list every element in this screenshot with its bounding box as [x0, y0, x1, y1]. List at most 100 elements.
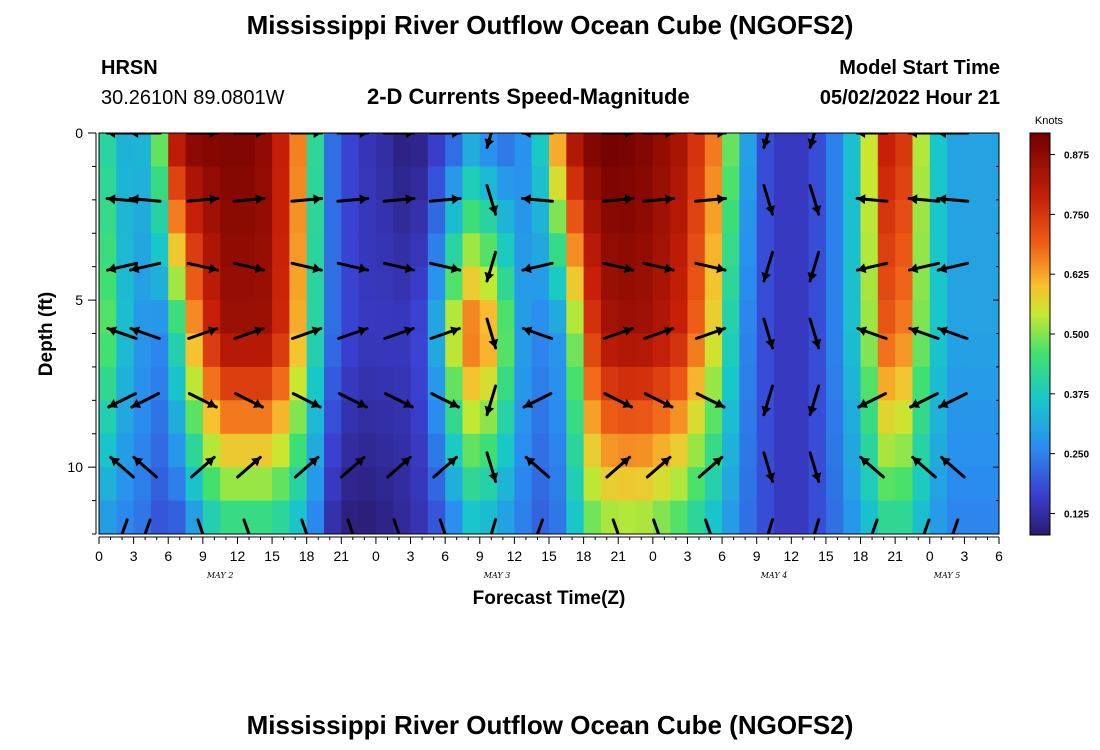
- current-arrow: [605, 455, 632, 479]
- heatmap-cell: [289, 433, 308, 468]
- heatmap-cell: [895, 233, 914, 268]
- current-arrow-head: [937, 133, 946, 138]
- heatmap-cell: [756, 467, 775, 502]
- heatmap-cell: [254, 500, 273, 534]
- current-arrow: [695, 392, 726, 409]
- current-arrow-head: [714, 399, 724, 408]
- heatmap-cell: [774, 400, 792, 435]
- heatmap-cell: [791, 400, 810, 435]
- current-arrow-head: [403, 399, 413, 408]
- heatmap-cell: [531, 366, 550, 401]
- heatmap-cell: [133, 133, 152, 167]
- heatmap-cell: [116, 400, 135, 435]
- heatmap-cell: [549, 500, 567, 534]
- heatmap-cell: [272, 133, 290, 167]
- heatmap-cell: [912, 199, 931, 234]
- x-tick-label: 0: [649, 548, 657, 564]
- current-arrow-head: [115, 539, 125, 548]
- x-tick-label: 12: [507, 548, 523, 564]
- current-arrow-head: [946, 539, 955, 548]
- current-arrow-head: [811, 472, 822, 482]
- heatmap-cell: [358, 300, 377, 335]
- heatmap-cell: [445, 333, 464, 368]
- heatmap-cell: [133, 300, 152, 335]
- heatmap-cell: [237, 467, 256, 502]
- heatmap-cell: [687, 133, 706, 167]
- heatmap-cell: [964, 233, 983, 268]
- heatmap-cell: [497, 233, 515, 268]
- heatmap-cell: [514, 266, 533, 301]
- heatmap-cell: [652, 166, 671, 201]
- heatmap-cell: [306, 366, 325, 401]
- heatmap-cell: [427, 166, 446, 201]
- current-arrow: [762, 317, 775, 350]
- heatmap-cell: [289, 300, 308, 335]
- heatmap-cell: [566, 300, 585, 335]
- heatmap-cell: [600, 166, 619, 201]
- heatmap-cell: [981, 266, 999, 301]
- x-tick-label: 15: [818, 548, 834, 564]
- current-arrow-shaft: [922, 518, 931, 534]
- current-arrow: [233, 326, 265, 340]
- current-arrow-head: [251, 457, 261, 467]
- heatmap-cell: [583, 467, 602, 502]
- current-arrow-head: [761, 138, 771, 148]
- heatmap-cell: [116, 266, 135, 301]
- colorbar-tick-label: 0.375: [1064, 390, 1089, 401]
- current-arrow-head: [530, 539, 539, 548]
- current-arrow: [807, 250, 821, 283]
- heatmap-cell: [618, 333, 637, 368]
- heatmap-cell: [393, 233, 412, 268]
- heatmap-cell: [722, 166, 740, 201]
- current-arrow: [909, 392, 939, 409]
- current-arrow-head: [107, 194, 116, 205]
- heatmap-cell: [808, 300, 827, 335]
- heatmap-cell: [722, 433, 740, 468]
- heatmap-cell: [843, 500, 862, 534]
- heatmap-cell: [566, 500, 585, 534]
- heatmap-cell: [618, 366, 637, 401]
- heatmap-cell: [497, 433, 515, 468]
- heatmap-cell: [133, 400, 152, 435]
- current-arrow-head: [937, 194, 947, 205]
- heatmap-cell: [843, 366, 862, 401]
- current-arrow-head: [485, 539, 495, 548]
- heatmap-cell: [375, 400, 394, 435]
- x-tick-label: 21: [887, 548, 903, 564]
- heatmap-cell: [566, 133, 585, 167]
- heatmap-cell: [566, 266, 585, 301]
- heatmap-cell: [722, 233, 740, 268]
- current-arrow-head: [910, 399, 920, 408]
- current-arrow: [937, 392, 968, 409]
- current-arrow: [859, 455, 885, 479]
- heatmap-cell: [549, 233, 567, 268]
- heatmap-cell: [358, 400, 377, 435]
- current-arrow-head: [110, 457, 121, 467]
- heatmap-cell: [877, 500, 896, 534]
- current-arrow-head: [939, 399, 949, 408]
- current-arrow-shaft: [346, 518, 355, 534]
- current-arrow: [392, 518, 401, 534]
- heatmap-cell: [410, 300, 429, 335]
- heatmap-cell: [635, 433, 654, 468]
- heatmap-cell: [220, 400, 239, 435]
- current-arrow-head: [206, 399, 217, 408]
- heatmap-cell: [583, 133, 602, 167]
- heatmap-cell: [722, 266, 740, 301]
- current-arrow: [922, 518, 931, 534]
- heatmap-cell: [825, 433, 844, 468]
- colorbar-tick-label: 0.625: [1064, 270, 1089, 281]
- current-arrow: [907, 133, 941, 138]
- current-arrow-head: [761, 405, 771, 415]
- speed-heatmap: [99, 133, 999, 534]
- heatmap-cell: [358, 166, 377, 201]
- current-arrow: [382, 133, 416, 138]
- heatmap-cell: [116, 233, 135, 268]
- heatmap-cell: [514, 400, 533, 435]
- heatmap-cell: [774, 199, 792, 234]
- heatmap-cell: [964, 333, 983, 368]
- current-arrow-head: [660, 457, 670, 467]
- heatmap-cell: [947, 233, 965, 268]
- current-arrow: [196, 518, 205, 534]
